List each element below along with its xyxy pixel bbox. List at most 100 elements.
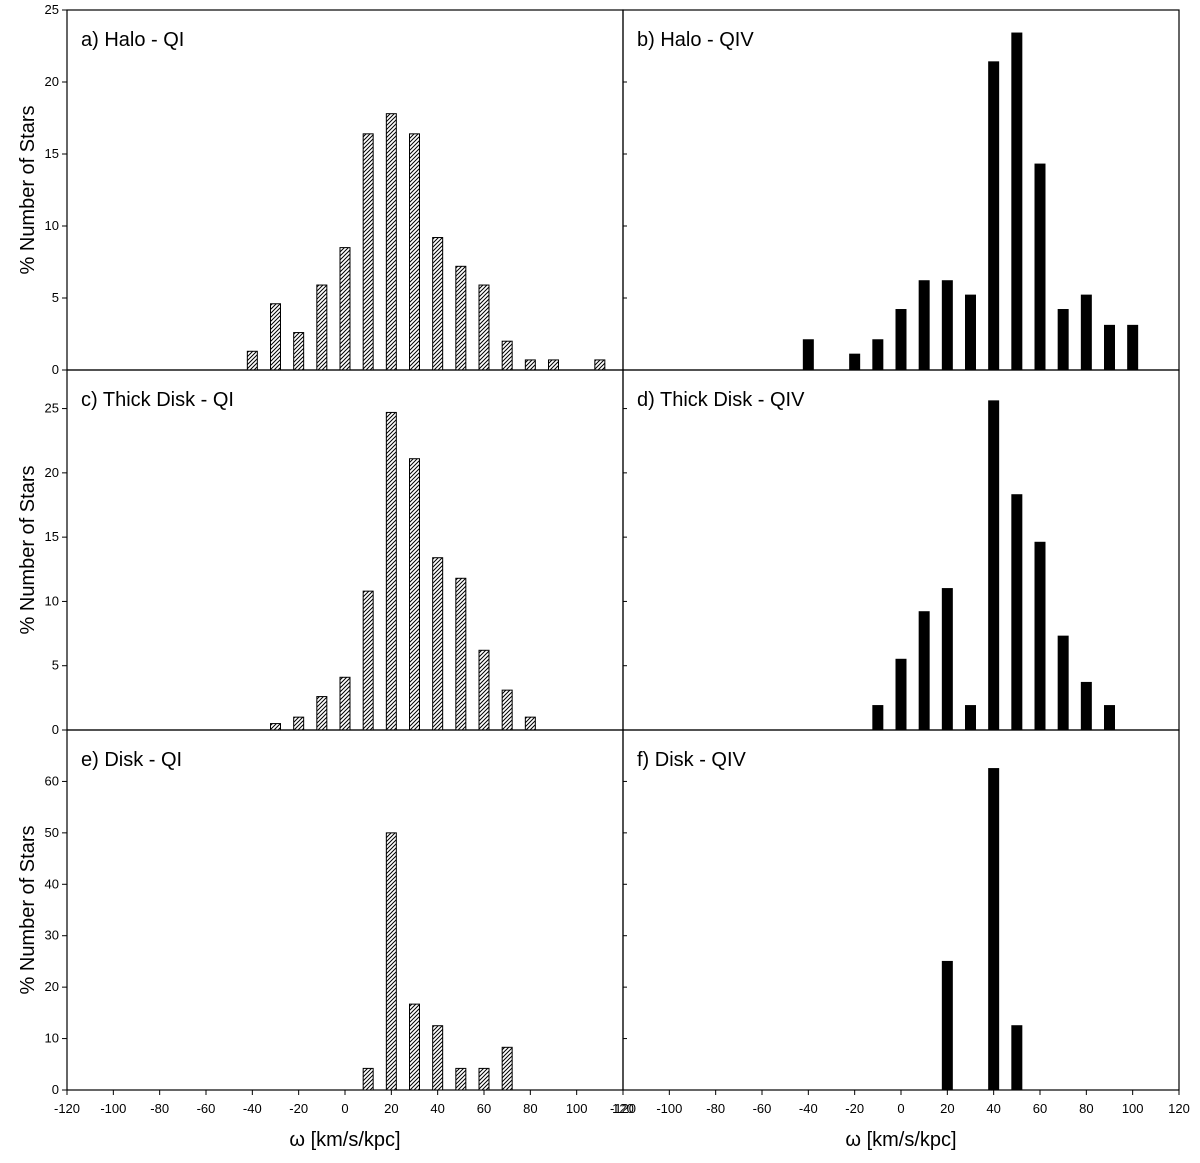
- y-tick-label: 50: [45, 825, 59, 840]
- x-tick-label: 60: [477, 1101, 491, 1116]
- bar: [1057, 635, 1069, 731]
- x-tick-label: -40: [799, 1101, 818, 1116]
- x-tick-label: 120: [612, 1101, 634, 1116]
- bar: [316, 284, 328, 371]
- bar: [1104, 324, 1115, 371]
- bar: [270, 723, 281, 731]
- bar: [965, 705, 976, 731]
- y-tick-label: 5: [52, 290, 59, 305]
- y-tick-label: 15: [45, 529, 59, 544]
- bar: [385, 411, 397, 731]
- bar: [385, 832, 397, 1091]
- panel-c: 0 5 10 15 20 25 c) Thick Disk - QI % Number of …: [17, 369, 624, 737]
- x-tick-label: -60: [753, 1101, 772, 1116]
- bar: [409, 1003, 420, 1091]
- bar: [941, 960, 953, 1091]
- x-tick-label: 0: [341, 1101, 348, 1116]
- bar: [872, 705, 884, 731]
- panel-e: 0 10 20 30 40 50 60 e) Disk - QI % Number of Sta…: [17, 729, 634, 1151]
- bar: [316, 696, 328, 731]
- bar: [501, 1046, 513, 1091]
- panel-frame: [622, 729, 1180, 1091]
- bar: [941, 588, 953, 731]
- bar: [1104, 705, 1115, 731]
- x-tick-label: -80: [706, 1101, 725, 1116]
- panel-title: c) Thick Disk - QI: [81, 389, 234, 411]
- bar: [1127, 324, 1139, 371]
- bar: [478, 649, 490, 731]
- y-tick-label: 10: [45, 218, 59, 233]
- y-tick-label: 60: [45, 773, 59, 788]
- y-tick-label: 10: [45, 593, 59, 608]
- bar: [594, 359, 606, 371]
- y-tick-label: 25: [45, 2, 59, 17]
- x-tick-label: 80: [1079, 1101, 1093, 1116]
- bar: [409, 458, 420, 731]
- bar: [362, 133, 374, 371]
- y-tick-label: 0: [52, 1082, 59, 1097]
- x-tick-label: 40: [986, 1101, 1000, 1116]
- x-tick-label: 80: [523, 1101, 537, 1116]
- bar: [1034, 163, 1046, 371]
- bar: [501, 689, 513, 731]
- bar: [1011, 1025, 1023, 1091]
- x-tick-label: -80: [150, 1101, 169, 1116]
- bar: [918, 280, 930, 371]
- bar: [1034, 541, 1046, 731]
- bar: [1011, 494, 1023, 731]
- x-tick-label: 120: [1168, 1101, 1190, 1116]
- y-tick-label: 0: [52, 362, 59, 377]
- bar: [918, 611, 930, 731]
- y-axis-title: % Number of Stars: [17, 826, 39, 995]
- panel-f: f) Disk - QIV -120 -100 -80 -60 -40 -20 0 20 40 60…: [610, 729, 1190, 1151]
- bar: [432, 237, 444, 371]
- bar: [455, 577, 467, 731]
- bar: [988, 61, 1000, 371]
- bar: [362, 1067, 374, 1091]
- y-tick-label: 0: [52, 722, 59, 737]
- x-tick-label: -100: [656, 1101, 682, 1116]
- bar: [246, 350, 258, 371]
- panel-title: a) Halo - QI: [81, 29, 184, 51]
- x-tick-label: 40: [430, 1101, 444, 1116]
- y-tick-label: 30: [45, 928, 59, 943]
- x-tick-label: 60: [1033, 1101, 1047, 1116]
- bar: [455, 265, 467, 371]
- panel-b: b) Halo - QIV: [622, 9, 1180, 371]
- bar: [455, 1067, 467, 1091]
- x-tick-label: 0: [897, 1101, 904, 1116]
- bar: [895, 658, 907, 731]
- bar: [524, 359, 536, 371]
- bar: [270, 303, 281, 371]
- bar: [941, 280, 953, 371]
- y-tick-label: 20: [45, 979, 59, 994]
- x-tick-label: -20: [289, 1101, 308, 1116]
- bar: [849, 353, 861, 371]
- bar: [293, 716, 305, 731]
- y-axis-title: % Number of Stars: [17, 106, 39, 275]
- x-tick-label: 20: [940, 1101, 954, 1116]
- panel-a: 0 5 10 15 20 25 a) Halo - QI % Number of Stars: [17, 2, 624, 377]
- panel-title: f) Disk - QIV: [637, 749, 747, 771]
- y-tick-label: 10: [45, 1031, 59, 1046]
- bar: [501, 340, 513, 371]
- bar: [988, 768, 1000, 1091]
- bar: [895, 309, 907, 371]
- y-tick-label: 25: [45, 401, 59, 416]
- bar: [293, 332, 305, 371]
- bar: [1080, 681, 1092, 731]
- bar: [548, 359, 559, 371]
- panel-title: e) Disk - QI: [81, 749, 182, 771]
- panel-title: d) Thick Disk - QIV: [637, 389, 805, 411]
- bar: [432, 557, 444, 731]
- bar: [409, 133, 420, 371]
- x-tick-label: 100: [1122, 1101, 1144, 1116]
- bar: [385, 113, 397, 371]
- y-tick-label: 15: [45, 146, 59, 161]
- y-tick-label: 20: [45, 74, 59, 89]
- x-axis-title: ω [km/s/kpc]: [289, 1129, 400, 1151]
- x-tick-label: -40: [243, 1101, 262, 1116]
- bar: [1057, 309, 1069, 371]
